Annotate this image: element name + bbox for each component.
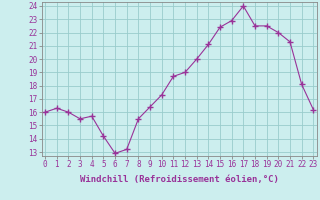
X-axis label: Windchill (Refroidissement éolien,°C): Windchill (Refroidissement éolien,°C) (80, 175, 279, 184)
